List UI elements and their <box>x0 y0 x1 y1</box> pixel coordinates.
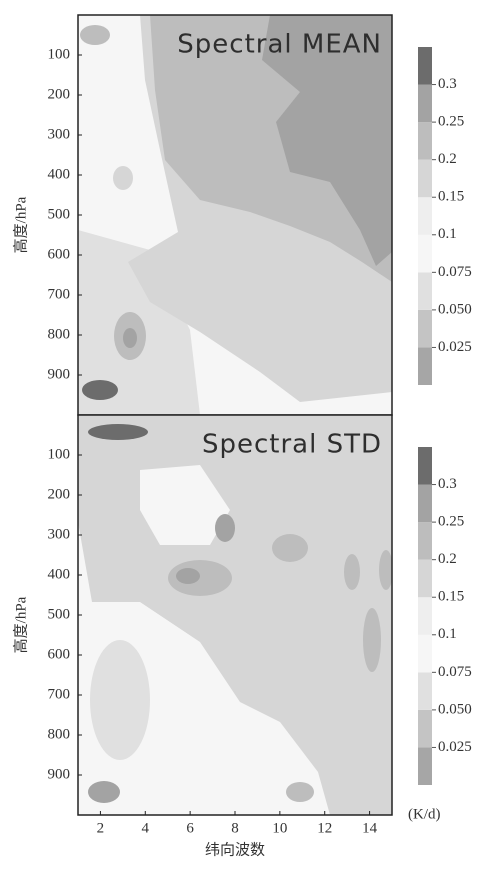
x-tick-label: 10 <box>272 820 287 836</box>
colorbar-label: 0.25 <box>438 514 464 530</box>
contour-region <box>262 15 392 266</box>
panel-title: Spectral MEAN <box>177 30 382 60</box>
colorbar-label: 0.1 <box>438 626 457 642</box>
colorbar-label: 0.1 <box>438 226 457 242</box>
y-axis-label: 高度/hPa <box>12 596 29 653</box>
x-tick-label: 6 <box>186 820 194 836</box>
colorbar-label: 0.025 <box>438 739 472 755</box>
contour-region <box>88 781 120 803</box>
colorbar-unit: (K/d) <box>408 806 441 822</box>
x-tick-label: 14 <box>362 820 378 836</box>
contour-region <box>363 608 381 672</box>
colorbar-segment <box>418 522 432 560</box>
colorbar-label: 0.075 <box>438 264 472 280</box>
contour-region <box>82 380 118 400</box>
colorbar-label: 0.25 <box>438 114 464 130</box>
colorbar-segment <box>418 484 432 523</box>
contour-region <box>176 568 200 584</box>
colorbar-label: 0.3 <box>438 76 457 92</box>
colorbar-label: 0.050 <box>438 701 472 717</box>
y-tick-label: 300 <box>48 526 71 542</box>
colorbar-segment <box>418 747 432 785</box>
colorbar-segment <box>418 309 432 348</box>
colorbar-segment <box>418 122 432 160</box>
y-tick-label: 100 <box>48 46 71 62</box>
colorbar-label: 0.075 <box>438 664 472 680</box>
colorbar-label: 0.2 <box>438 151 457 167</box>
y-tick-label: 800 <box>48 326 71 342</box>
colorbar-label: 0.2 <box>438 551 457 567</box>
y-tick-label: 600 <box>48 646 71 662</box>
contour-field <box>78 415 392 815</box>
colorbar-label: 0.050 <box>438 301 472 317</box>
y-tick-label: 700 <box>48 286 71 302</box>
colorbar-segment <box>418 709 432 748</box>
colorbar-label: 0.3 <box>438 476 457 492</box>
y-tick-label: 400 <box>48 566 71 582</box>
colorbar-label: 0.025 <box>438 339 472 355</box>
y-tick-label: 300 <box>48 126 71 142</box>
colorbar-segment <box>418 84 432 123</box>
y-tick-label: 800 <box>48 726 71 742</box>
colorbar-segment <box>418 47 432 85</box>
y-tick-label: 500 <box>48 606 71 622</box>
y-tick-label: 900 <box>48 366 71 382</box>
y-tick-label: 100 <box>48 446 71 462</box>
contour-region <box>344 554 360 590</box>
panel-title: Spectral STD <box>202 430 382 460</box>
colorbar-segment <box>418 347 432 385</box>
x-axis-label: 纬向波数 <box>205 841 265 858</box>
colorbar-segment <box>418 634 432 673</box>
x-tick-label: 2 <box>97 820 105 836</box>
x-tick-label: 12 <box>317 820 332 836</box>
y-tick-label: 500 <box>48 206 71 222</box>
contour-region <box>80 25 110 45</box>
y-tick-label: 900 <box>48 766 71 782</box>
contour-region <box>140 465 230 545</box>
x-tick-label: 4 <box>142 820 150 836</box>
contour-region <box>88 424 148 440</box>
contour-region <box>113 166 133 190</box>
y-tick-label: 400 <box>48 166 71 182</box>
colorbar-segment <box>418 672 432 710</box>
contour-field <box>78 15 392 415</box>
y-tick-label: 700 <box>48 686 71 702</box>
y-tick-label: 600 <box>48 246 71 262</box>
colorbar-segment <box>418 272 432 310</box>
contour-region <box>286 782 314 802</box>
colorbar-segment <box>418 159 432 198</box>
contour-region <box>123 328 137 348</box>
y-tick-label: 200 <box>48 86 71 102</box>
y-tick-label: 200 <box>48 486 71 502</box>
colorbar-segment <box>418 447 432 485</box>
colorbar-label: 0.15 <box>438 589 464 605</box>
colorbar-segment <box>418 559 432 598</box>
contour-region <box>272 534 308 562</box>
colorbar-segment <box>418 197 432 235</box>
y-axis-label: 高度/hPa <box>12 196 29 253</box>
colorbar-segment <box>418 597 432 635</box>
colorbar-label: 0.15 <box>438 189 464 205</box>
contour-region <box>215 514 235 542</box>
contour-region <box>379 550 392 590</box>
colorbar-segment <box>418 234 432 273</box>
x-tick-label: 8 <box>231 820 239 836</box>
contour-region <box>90 640 150 760</box>
